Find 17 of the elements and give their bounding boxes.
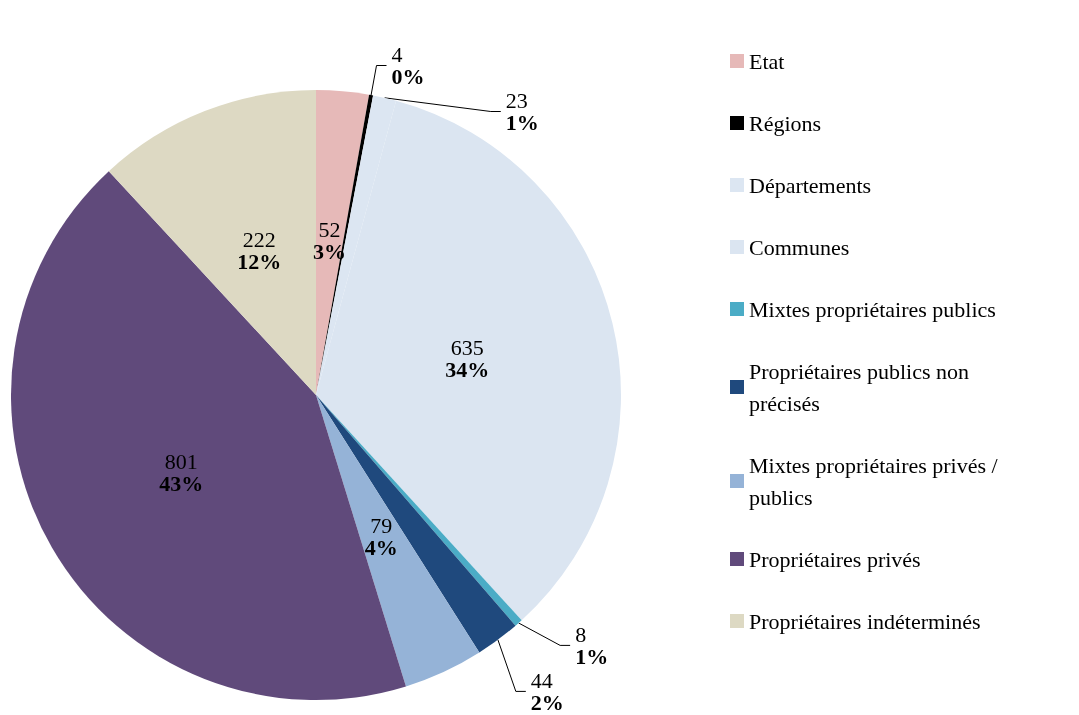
data-label: 801 43% — [159, 449, 204, 497]
legend-label: Départements — [749, 172, 872, 198]
data-label: 635 34% — [445, 334, 490, 382]
data-label: 23 1% — [505, 88, 539, 136]
data-label: 8 1% — [575, 621, 609, 669]
legend-label: Mixtes propriétaires publics — [749, 296, 996, 322]
legend-label: Etat — [749, 48, 785, 74]
data-label: 44 2% — [530, 667, 564, 715]
data-label: 222 12% — [237, 226, 282, 274]
legend-label: Mixtes propriétaires privés / publics — [749, 452, 1004, 510]
legend-label: Régions — [749, 110, 822, 136]
data-label: 4 0% — [391, 42, 425, 90]
legend-label: Propriétaires publics non précisés — [749, 358, 975, 416]
legend-label: Communes — [749, 234, 850, 260]
legend-label: Propriétaires indéterminés — [749, 608, 981, 634]
legend-label: Propriétaires privés — [749, 546, 921, 572]
data-label: 79 4% — [364, 512, 398, 560]
